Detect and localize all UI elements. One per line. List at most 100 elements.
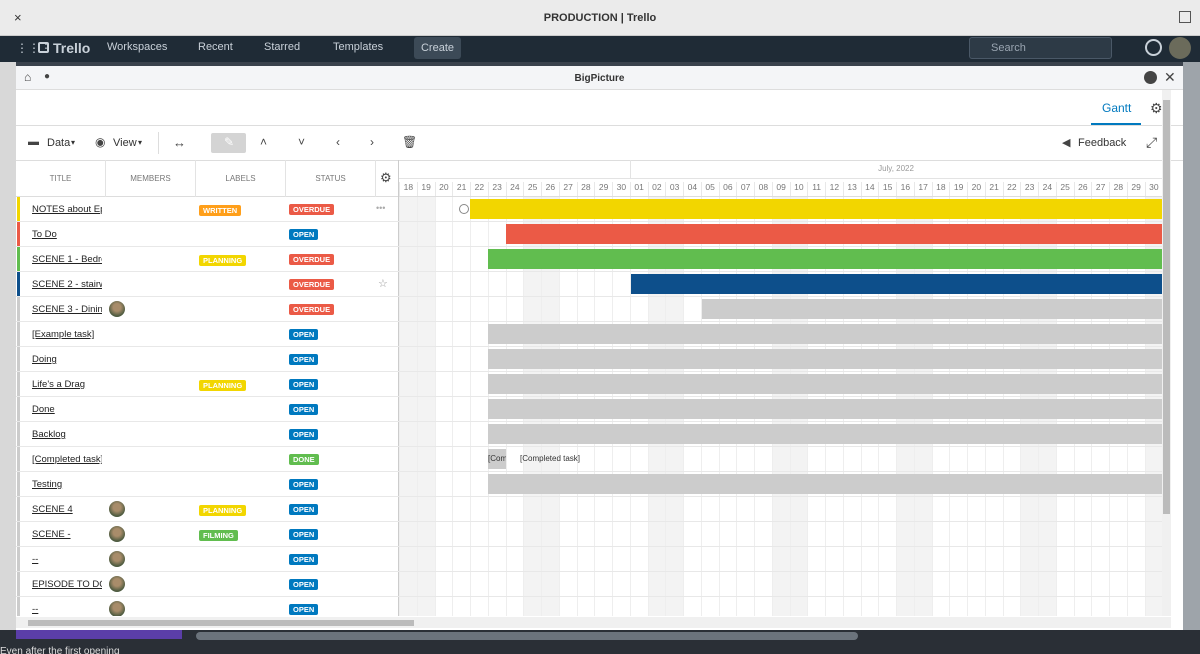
down-icon[interactable]: ˅ [298, 135, 306, 149]
home-icon[interactable]: ⌂ [24, 70, 32, 84]
status-badge: OPEN [289, 229, 319, 240]
gantt-bar[interactable] [631, 274, 1162, 294]
left-icon[interactable]: ‹ [336, 135, 340, 149]
gantt-bar[interactable] [470, 199, 1162, 219]
gantt-bar[interactable] [488, 474, 1162, 494]
gantt-bar-label: [Completed task] [520, 454, 581, 463]
task-title[interactable]: SCENE 2 - stairw [32, 279, 102, 290]
task-title[interactable]: -- [32, 554, 39, 565]
task-title[interactable]: SCENE 4 [32, 504, 73, 515]
status-badge: OPEN [289, 554, 319, 565]
day-label: 13 [842, 182, 861, 196]
row-color [17, 297, 20, 321]
gantt-bar[interactable]: [Com [488, 449, 506, 469]
modal-close[interactable]: ✕ [1164, 69, 1176, 85]
day-label: 18 [399, 182, 417, 196]
label-badge: FILMING [199, 530, 238, 541]
v-scroll-thumb[interactable] [1163, 100, 1170, 514]
status-badge: OVERDUE [289, 204, 335, 215]
search-box[interactable] [969, 37, 1112, 59]
row-divider [16, 396, 1162, 397]
gantt-bar[interactable] [702, 299, 1162, 319]
up-icon[interactable]: ˄ [260, 135, 268, 149]
day-label: 10 [789, 182, 808, 196]
month-label: July, 2022 [878, 164, 914, 173]
gantt-bar[interactable] [488, 374, 1162, 394]
task-title[interactable]: SCENE 3 - Dining [32, 304, 102, 315]
divider [398, 160, 399, 616]
feedback-button[interactable]: Feedback [1078, 137, 1127, 149]
day-label: 04 [683, 182, 701, 196]
day-label: 30 [612, 182, 630, 196]
data-menu[interactable]: Data [47, 137, 71, 149]
background-page [0, 62, 16, 632]
expand-width-icon[interactable]: ↔ [173, 135, 186, 150]
window-close[interactable]: × [14, 10, 22, 25]
task-title[interactable]: EPISODE TO DO I [32, 579, 102, 590]
nav-menu[interactable]: Workspaces [107, 41, 168, 53]
task-title[interactable]: NOTES about Epi [32, 204, 102, 215]
column-header: LABELS [225, 174, 256, 183]
divider [158, 132, 159, 154]
task-title[interactable]: -- [32, 604, 39, 615]
task-title[interactable]: [Completed task] [32, 454, 102, 465]
status-badge: OVERDUE [289, 279, 335, 290]
row-divider [16, 496, 1162, 497]
brand[interactable]: Trello [53, 40, 91, 56]
edit-button[interactable] [211, 133, 246, 153]
row-divider [16, 521, 1162, 522]
day-label: 21 [984, 182, 1003, 196]
task-title[interactable]: Life's a Drag [32, 379, 86, 390]
day-label: 22 [1002, 182, 1021, 196]
columns-settings[interactable]: ⚙ [380, 170, 392, 185]
h-scrollbar[interactable] [16, 617, 1171, 628]
task-title[interactable]: Testing [32, 479, 63, 490]
task-title[interactable]: To Do [32, 229, 57, 240]
task-title[interactable]: Backlog [32, 429, 66, 440]
task-title[interactable]: SCENE - [32, 529, 71, 540]
member-avatar [109, 301, 125, 317]
row-color [17, 497, 20, 521]
view-menu[interactable]: View [113, 137, 137, 149]
day-column [470, 197, 488, 616]
day-label: 08 [754, 182, 772, 196]
eye-icon: ◉ [95, 135, 106, 149]
fullscreen-icon[interactable]: ⤢ [1146, 134, 1158, 150]
modal-title: BigPicture [574, 73, 625, 84]
gantt-tab[interactable]: Gantt [1102, 101, 1132, 115]
row-color [17, 572, 20, 596]
gantt-bar[interactable] [488, 349, 1162, 369]
day-label: 16 [896, 182, 914, 196]
gantt-bar[interactable] [488, 399, 1162, 419]
divider [16, 196, 399, 197]
row-color [17, 422, 20, 446]
create-button[interactable] [414, 37, 461, 59]
row-color [17, 247, 20, 271]
trash-icon[interactable]: 🗑 [402, 135, 418, 149]
right-icon[interactable]: › [370, 135, 374, 149]
modal-help[interactable] [1144, 71, 1157, 84]
row-star: ☆ [378, 278, 388, 290]
gantt-bar[interactable] [488, 424, 1162, 444]
h-scroll-thumb[interactable] [28, 620, 414, 626]
task-title[interactable]: Doing [32, 354, 57, 365]
help-icon[interactable] [1145, 39, 1162, 56]
status-badge: OPEN [289, 504, 319, 515]
window-button[interactable] [1179, 11, 1191, 23]
row-divider [16, 446, 1162, 447]
task-title[interactable]: Done [32, 404, 55, 415]
nav-menu[interactable]: Starred [264, 41, 301, 53]
user-icon[interactable]: ● [44, 71, 51, 82]
task-title[interactable]: SCENE 1 - Bedro [32, 254, 102, 265]
task-title[interactable]: [Example task] [32, 329, 95, 340]
nav-menu[interactable]: Recent [198, 41, 233, 53]
status-badge: OVERDUE [289, 304, 335, 315]
nav-menu[interactable]: Templates [333, 41, 384, 53]
settings-icon[interactable]: ⚙ [1150, 100, 1163, 116]
user-avatar[interactable] [1169, 37, 1191, 59]
row-divider [16, 296, 1162, 297]
gantt-bar[interactable] [488, 249, 1162, 269]
gantt-bar[interactable] [488, 324, 1162, 344]
gantt-bar[interactable] [506, 224, 1162, 244]
status-badge: OPEN [289, 379, 319, 390]
